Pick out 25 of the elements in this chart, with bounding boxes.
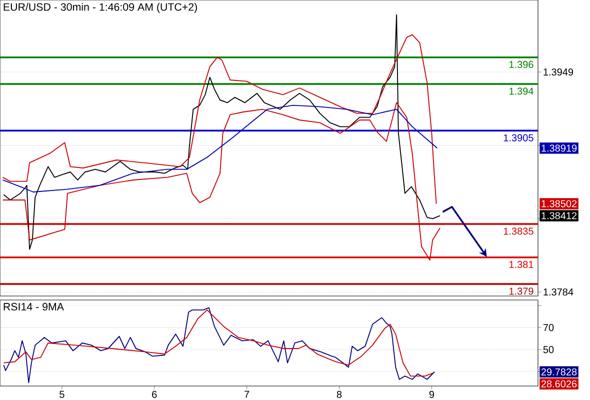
x-tick-label: 8 [336, 390, 342, 398]
y-tick-label: 1.3784 [544, 288, 574, 296]
x-tick-label: 6 [152, 390, 157, 398]
ref-line-label: 1.394 [509, 88, 534, 95]
text: 28.6026 [541, 380, 577, 388]
ref-line-label: 1.3835 [504, 228, 534, 235]
chart-title: EUR/USD - 30min - 1:46:09 AM (UTC+2) [4, 2, 197, 13]
line-series [2, 104, 438, 192]
x-tick-label: 5 [60, 390, 64, 398]
y-tick-label: 1.3949 [544, 68, 574, 76]
ref-line-label: 1.396 [509, 60, 534, 68]
ref-line-label: 1.379 [509, 288, 534, 295]
ref-line-label: 1.381 [509, 260, 534, 268]
x-tick-label: 7 [244, 390, 250, 398]
y-tick-label: 70 [543, 324, 554, 332]
text: 29.7828 [541, 368, 577, 376]
line-series [3, 14, 440, 250]
x-tick-label: 9 [429, 390, 434, 398]
line-series [2, 34, 437, 204]
text: 1.38412 [542, 212, 577, 220]
chart-title: RSI14 - 9MA [4, 302, 64, 310]
text: 1.38919 [542, 144, 577, 152]
ref-line-label: 1.3905 [504, 134, 534, 142]
text: 1.38502 [542, 200, 577, 208]
y-tick-label: 50 [543, 346, 554, 354]
